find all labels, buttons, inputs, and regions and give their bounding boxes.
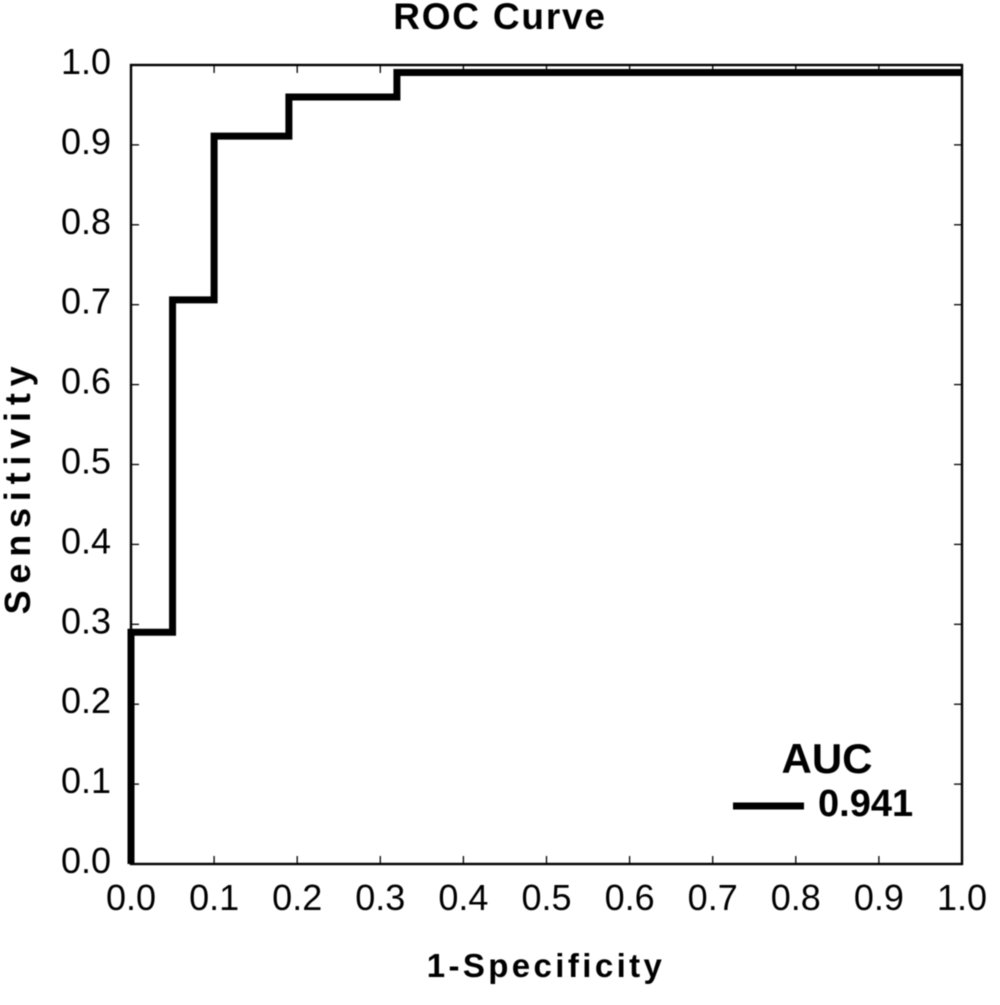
svg-text:0.4: 0.4 <box>438 877 488 918</box>
svg-text:0.0: 0.0 <box>61 840 111 881</box>
svg-text:0.7: 0.7 <box>688 877 738 918</box>
svg-text:0.8: 0.8 <box>61 201 111 242</box>
svg-text:0.9: 0.9 <box>61 121 111 162</box>
svg-text:0.0: 0.0 <box>106 877 156 918</box>
svg-text:ROC Curve: ROC Curve <box>393 0 607 37</box>
svg-text:0.6: 0.6 <box>605 877 655 918</box>
svg-text:0.7: 0.7 <box>61 281 111 322</box>
svg-text:1.0: 1.0 <box>61 41 111 82</box>
svg-text:0.2: 0.2 <box>61 680 111 721</box>
svg-text:0.1: 0.1 <box>61 760 111 801</box>
svg-text:0.5: 0.5 <box>521 877 571 918</box>
svg-text:0.941: 0.941 <box>818 783 913 825</box>
svg-text:0.3: 0.3 <box>61 600 111 641</box>
svg-text:0.3: 0.3 <box>355 877 405 918</box>
svg-text:1.0: 1.0 <box>937 877 987 918</box>
svg-text:Sensitivity: Sensitivity <box>0 360 38 615</box>
svg-text:0.4: 0.4 <box>61 520 111 561</box>
svg-text:0.5: 0.5 <box>61 441 111 482</box>
svg-text:0.8: 0.8 <box>771 877 821 918</box>
svg-text:0.6: 0.6 <box>61 361 111 402</box>
svg-text:1-Specificity: 1-Specificity <box>427 947 666 984</box>
svg-text:0.1: 0.1 <box>189 877 239 918</box>
svg-text:AUC: AUC <box>782 735 873 782</box>
svg-text:0.9: 0.9 <box>854 877 904 918</box>
svg-text:0.2: 0.2 <box>272 877 322 918</box>
